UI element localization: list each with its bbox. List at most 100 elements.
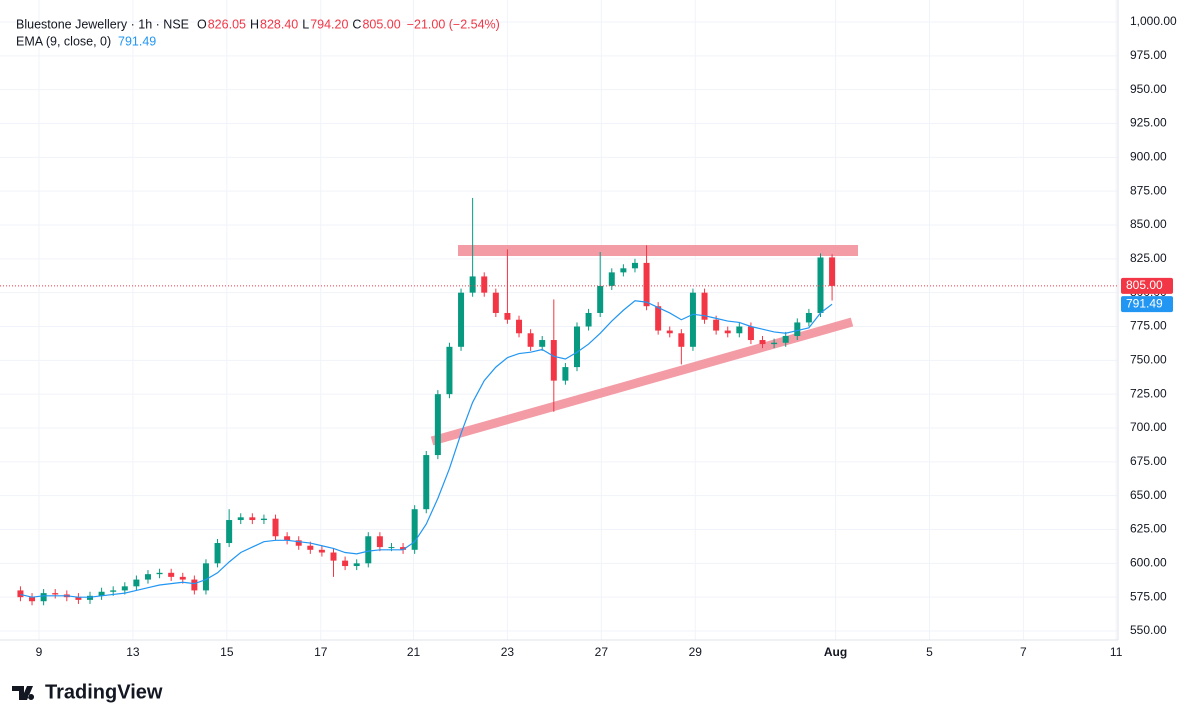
candle-body xyxy=(434,394,441,456)
candle-body xyxy=(121,586,128,591)
candle-body xyxy=(330,552,337,561)
candle-body xyxy=(400,547,407,550)
y-tick-label: 600.00 xyxy=(1130,556,1167,570)
candle-body xyxy=(40,593,47,602)
candle-body xyxy=(226,520,233,544)
y-tick-label: 675.00 xyxy=(1130,454,1167,468)
x-tick-label: 7 xyxy=(1020,645,1027,659)
candle-body xyxy=(724,330,731,334)
candle-body xyxy=(144,574,151,580)
candle-body xyxy=(759,340,766,345)
price-label-box xyxy=(1121,296,1173,313)
x-tick-label: 11 xyxy=(1110,645,1123,659)
candle-body xyxy=(689,292,696,347)
candle-body xyxy=(214,543,221,564)
grid xyxy=(0,0,1118,640)
y-tick-label: 1,000.00 xyxy=(1130,14,1177,28)
candle-body xyxy=(411,509,418,550)
price-label: 791.49 xyxy=(1126,296,1163,310)
candle-body xyxy=(527,333,534,347)
brand-name: TradingView xyxy=(45,681,163,703)
candle-body xyxy=(782,335,789,343)
x-tick-label: 15 xyxy=(220,645,234,659)
candle-body xyxy=(249,517,256,521)
x-tick-label: 23 xyxy=(501,645,515,659)
candle-body xyxy=(179,576,186,580)
ohlc-key: C xyxy=(352,17,361,31)
candle-body xyxy=(817,257,824,313)
ohlc-key: L xyxy=(302,17,309,31)
candle-body xyxy=(573,326,580,368)
x-tick-label: 29 xyxy=(689,645,703,659)
ohlc-value: 805.00 xyxy=(362,17,400,31)
y-tick-label: 650.00 xyxy=(1130,488,1167,502)
candle-body xyxy=(52,593,59,595)
candle-body xyxy=(29,597,36,602)
y-tick-label: 775.00 xyxy=(1130,319,1167,333)
candle-body xyxy=(307,545,314,550)
candle-body xyxy=(458,292,465,347)
y-tick-label: 900.00 xyxy=(1130,150,1167,164)
price-label: 805.00 xyxy=(1126,278,1163,292)
indicator-name: EMA (9, close, 0) xyxy=(16,34,111,48)
x-tick-label: 21 xyxy=(407,645,421,659)
x-tick-label: 9 xyxy=(36,645,43,659)
candle-body xyxy=(701,292,708,320)
candle-body xyxy=(365,536,372,564)
candle-body xyxy=(805,312,812,323)
trend-line xyxy=(430,317,854,446)
y-tick-label: 875.00 xyxy=(1130,183,1167,197)
brand-logo xyxy=(12,686,35,700)
candle-body xyxy=(388,547,395,549)
y-tick-label: 725.00 xyxy=(1130,386,1167,400)
x-tick-label: Aug xyxy=(824,645,847,659)
candle-body xyxy=(562,367,569,381)
candle-body xyxy=(202,563,209,591)
candle-body xyxy=(585,312,592,327)
candle-body xyxy=(318,549,325,553)
ohlc-value: −21.00 (−2.54%) xyxy=(407,17,500,31)
x-tick-label: 17 xyxy=(314,645,328,659)
candle-body xyxy=(678,333,685,347)
candle-body xyxy=(655,306,662,331)
candle-body xyxy=(272,518,279,537)
candle-body xyxy=(620,268,627,273)
candle-body xyxy=(191,579,198,591)
candle-body xyxy=(376,536,383,548)
candle-body xyxy=(550,340,557,381)
x-tick-label: 27 xyxy=(595,645,609,659)
candle-body xyxy=(446,346,453,395)
candle-body xyxy=(133,579,140,587)
y-tick-label: 825.00 xyxy=(1130,251,1167,265)
y-tick-label: 575.00 xyxy=(1130,589,1167,603)
y-tick-label: 700.00 xyxy=(1130,420,1167,434)
candle-body xyxy=(98,591,105,596)
candle-body xyxy=(666,330,673,334)
ema-line xyxy=(20,300,833,598)
ohlc-key: O xyxy=(197,17,207,31)
candle-body xyxy=(736,326,743,334)
candle-body xyxy=(260,518,267,521)
candle-body xyxy=(87,595,94,600)
candle-body xyxy=(794,322,801,336)
y-tick-label: 950.00 xyxy=(1130,82,1167,96)
candle-body xyxy=(539,340,546,347)
chart-title: Bluestone Jewellery · 1h · NSE xyxy=(16,17,189,31)
candle-body xyxy=(423,455,430,510)
candle-body xyxy=(17,590,24,598)
candle-body xyxy=(110,590,117,592)
candle-body xyxy=(771,342,778,345)
candle-body xyxy=(747,326,754,341)
price-label-box xyxy=(1121,277,1173,294)
y-tick-label: 850.00 xyxy=(1130,217,1167,231)
candle-body xyxy=(168,572,175,577)
candle-body xyxy=(156,572,163,575)
ohlc-legend: O 826.05 H 828.40 L 794.20 C 805.00 −21.00 (−2.5… xyxy=(197,17,500,31)
ohlc-value: 794.20 xyxy=(310,17,348,31)
indicator-value: 791.49 xyxy=(118,34,156,48)
candle-body xyxy=(469,276,476,293)
candle-body xyxy=(631,262,638,269)
x-tick-label: 5 xyxy=(926,645,933,659)
candle-body xyxy=(342,560,349,567)
